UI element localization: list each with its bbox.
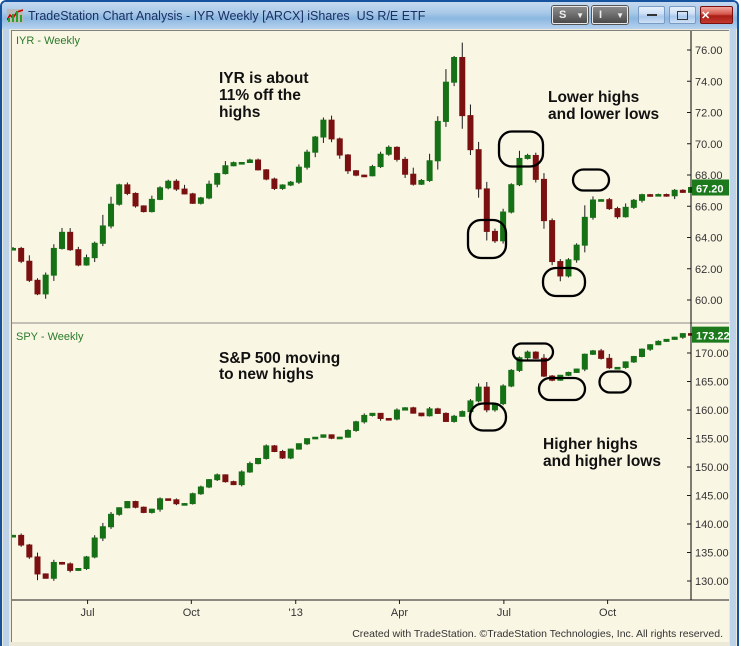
svg-text:IYR - Weekly: IYR - Weekly <box>16 35 80 47</box>
svg-text:and lower lows: and lower lows <box>548 106 659 123</box>
svg-text:155.00: 155.00 <box>695 434 729 446</box>
svg-text:170.00: 170.00 <box>695 348 729 360</box>
svg-text:76.00: 76.00 <box>695 45 723 57</box>
svg-text:highs: highs <box>219 104 260 121</box>
svg-text:Oct: Oct <box>599 607 616 619</box>
svg-text:SPY - Weekly: SPY - Weekly <box>16 331 84 343</box>
svg-text:11% off the: 11% off the <box>219 87 301 104</box>
svg-text:Oct: Oct <box>183 607 200 619</box>
svg-text:130.00: 130.00 <box>695 576 729 588</box>
svg-text:and higher lows: and higher lows <box>543 453 661 470</box>
svg-text:Higher highs: Higher highs <box>543 436 638 453</box>
svg-text:173.22: 173.22 <box>696 331 729 343</box>
svg-text:145.00: 145.00 <box>695 491 729 503</box>
svg-text:Jul: Jul <box>497 607 511 619</box>
svg-text:135.00: 135.00 <box>695 548 729 560</box>
svg-text:Apr: Apr <box>391 607 408 619</box>
svg-text:165.00: 165.00 <box>695 377 729 389</box>
svg-text:'13: '13 <box>289 607 303 619</box>
svg-text:to new highs: to new highs <box>219 366 314 383</box>
svg-text:S&P 500 moving: S&P 500 moving <box>219 350 340 367</box>
svg-text:IYR is about: IYR is about <box>219 70 309 87</box>
svg-text:72.00: 72.00 <box>695 108 723 120</box>
svg-text:74.00: 74.00 <box>695 76 723 88</box>
svg-text:150.00: 150.00 <box>695 462 729 474</box>
svg-text:64.00: 64.00 <box>695 233 723 245</box>
svg-text:140.00: 140.00 <box>695 519 729 531</box>
svg-text:62.00: 62.00 <box>695 264 723 276</box>
svg-text:160.00: 160.00 <box>695 405 729 417</box>
svg-text:67.20: 67.20 <box>696 184 724 196</box>
svg-text:60.00: 60.00 <box>695 295 723 307</box>
svg-text:Jul: Jul <box>81 607 95 619</box>
svg-text:Lower highs: Lower highs <box>548 89 639 106</box>
svg-text:70.00: 70.00 <box>695 139 723 151</box>
svg-text:66.00: 66.00 <box>695 201 723 213</box>
